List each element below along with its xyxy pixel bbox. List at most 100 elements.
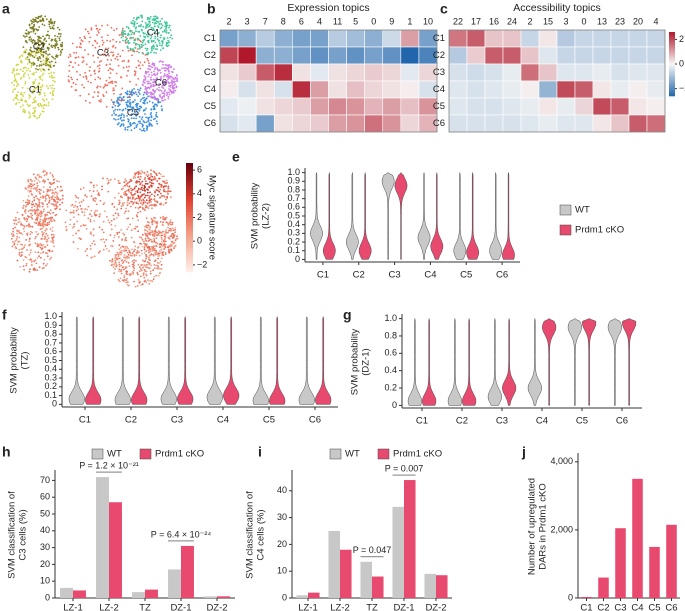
umap-dot	[38, 105, 40, 107]
umap-dot	[147, 189, 149, 191]
umap-dot	[159, 267, 162, 270]
bar	[217, 596, 230, 598]
umap-dot	[153, 29, 155, 32]
colorbar-tick-label: −2	[197, 259, 207, 269]
umap-dot	[134, 91, 137, 93]
umap-dot	[137, 120, 140, 123]
heatmap-cell	[400, 63, 420, 82]
umap-dot	[149, 181, 151, 184]
violin	[310, 172, 323, 260]
umap-dot	[170, 223, 172, 226]
umap-dot	[116, 217, 118, 219]
colorbar-step	[669, 81, 675, 84]
umap-dot	[11, 237, 13, 240]
umap-dot	[14, 246, 17, 249]
umap-dot	[36, 214, 38, 217]
umap-dot	[144, 265, 147, 267]
umap-dot	[138, 51, 140, 54]
umap-dot	[135, 124, 138, 127]
umap-dot	[25, 69, 28, 72]
umap-dot	[36, 184, 39, 187]
umap-dot	[125, 183, 128, 186]
umap-dot	[42, 35, 44, 38]
umap-dot	[15, 81, 18, 83]
umap-dot	[45, 193, 48, 196]
umap-dot	[154, 217, 157, 220]
y-tick-label: 0.1	[44, 390, 57, 400]
annotation: P = 1.2 × 10⁻²¹	[79, 460, 139, 470]
umap-dot	[42, 218, 45, 221]
umap-dot	[51, 241, 54, 244]
umap-dot	[148, 228, 151, 231]
column-label: 15	[543, 16, 553, 26]
heatmap-cell	[273, 114, 293, 133]
umap-dot	[54, 196, 57, 199]
bar	[436, 575, 448, 598]
y-axis-label: (LZ-2)	[261, 203, 272, 229]
umap-dot	[147, 118, 150, 120]
umap-dot	[49, 228, 52, 231]
umap-dot	[42, 59, 45, 62]
umap-dot	[87, 30, 89, 33]
umap-dot	[132, 202, 135, 205]
umap-dot	[41, 17, 44, 20]
umap-dot	[10, 233, 13, 235]
umap-dot	[149, 91, 152, 94]
umap-dot	[48, 211, 50, 214]
umap-dot	[145, 174, 148, 176]
umap-dot	[154, 15, 157, 18]
umap-dot	[140, 129, 143, 132]
umap-dot	[112, 54, 115, 56]
umap-dot	[15, 219, 17, 222]
colorbar-step	[669, 43, 675, 46]
umap-dot	[111, 203, 114, 206]
umap-dot	[18, 231, 21, 234]
umap-dot	[159, 216, 162, 219]
heatmap-cell	[346, 29, 365, 48]
annotation: P = 0.047	[353, 545, 392, 555]
y-axis-label: C4 cells (%)	[256, 509, 267, 560]
umap-dot	[120, 253, 122, 256]
heatmap-cell	[400, 114, 420, 133]
colorbar-step	[186, 261, 193, 265]
umap-dot	[146, 80, 149, 83]
violin	[114, 316, 131, 405]
umap-dot	[23, 224, 25, 227]
umap-dot	[156, 73, 159, 76]
umap-dot	[33, 183, 36, 186]
umap-dot	[30, 264, 33, 266]
x-tick-label: C2	[456, 416, 468, 427]
umap-dot	[148, 267, 151, 269]
umap-dot	[90, 28, 93, 31]
umap-dot	[159, 271, 161, 274]
umap-dot	[42, 19, 45, 21]
umap-dot	[54, 58, 56, 60]
umap-dot	[127, 256, 130, 259]
umap-dot	[115, 27, 118, 30]
umap-dot	[138, 109, 141, 112]
umap-dot	[174, 229, 177, 231]
umap-dot	[156, 221, 159, 223]
umap-dot	[49, 212, 52, 215]
umap-dot	[145, 92, 148, 94]
umap-dot	[15, 229, 18, 232]
umap-dot	[21, 233, 24, 236]
umap-dot	[114, 212, 117, 215]
column-label: 4	[317, 16, 322, 26]
heatmap-cell	[484, 46, 504, 65]
x-tick-label: C3	[389, 270, 401, 281]
umap-dot	[59, 33, 62, 35]
umap-dot	[22, 34, 25, 37]
umap-dot	[165, 81, 168, 84]
umap-dot	[154, 191, 156, 194]
umap-dot	[144, 76, 147, 78]
umap-dot	[107, 219, 110, 222]
umap-dot	[73, 216, 75, 219]
heatmap-cell	[310, 46, 329, 65]
umap-dot	[166, 196, 169, 199]
x-tick-label: C5	[576, 416, 588, 427]
umap-dot	[74, 200, 77, 203]
umap-dot	[158, 177, 161, 180]
umap-dot	[126, 204, 129, 207]
umap-dot	[70, 204, 73, 207]
